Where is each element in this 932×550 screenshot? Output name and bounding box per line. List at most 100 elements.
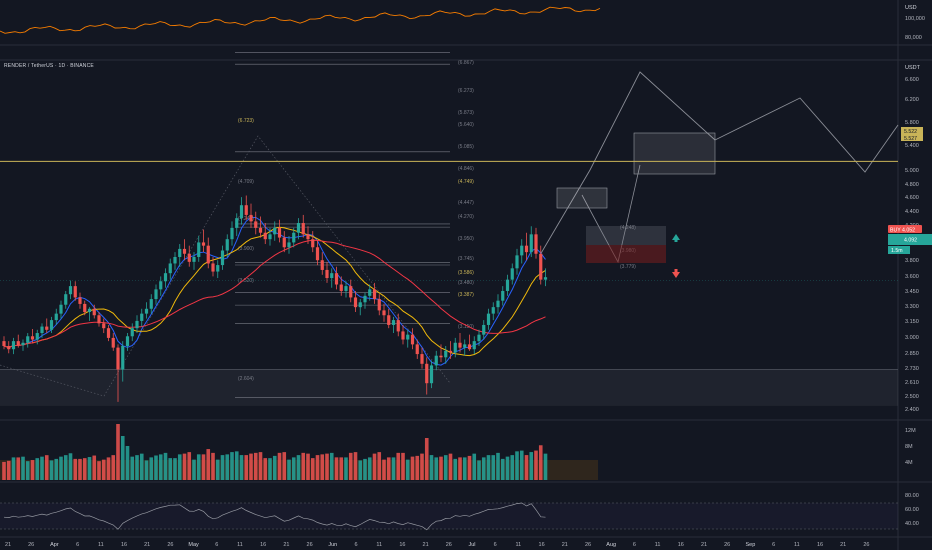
volume-bar <box>515 451 519 480</box>
candle-body <box>292 232 296 243</box>
volume-bar <box>130 456 135 480</box>
time-axis-label: 21 <box>144 542 150 548</box>
up-arrow-icon <box>674 240 678 242</box>
volume-bar <box>192 459 196 480</box>
volume-bar <box>149 457 154 480</box>
volume-bar <box>78 458 82 480</box>
moving-average-line <box>3 239 546 349</box>
time-axis-label: 21 <box>840 542 846 548</box>
volume-bar <box>6 460 11 480</box>
volume-bar <box>505 456 510 480</box>
candle-body <box>368 289 372 296</box>
candle-body <box>163 273 168 282</box>
candle-body <box>330 273 334 279</box>
candle-body <box>358 302 362 308</box>
volume-bar <box>472 453 477 480</box>
volume-bar <box>401 452 405 480</box>
volume-bar <box>429 455 434 480</box>
time-axis-label: 21 <box>701 542 707 548</box>
candle-body <box>244 205 248 215</box>
candle-body <box>491 307 495 314</box>
volume-bar <box>21 456 25 480</box>
volume-bar <box>73 458 78 480</box>
price-axis-tick: 4.400 <box>905 209 919 215</box>
volume-axis-tick: 12M <box>905 428 916 434</box>
time-axis-label: 16 <box>260 542 266 548</box>
volume-bar <box>206 449 211 480</box>
top-pane-currency: USD <box>905 5 917 11</box>
symbol-title: RENDER / TetherUS · 1D · BINANCE <box>4 63 94 69</box>
candle-body <box>102 323 106 329</box>
fib-label: (6.867) <box>458 60 474 66</box>
level-label-bg <box>901 134 923 141</box>
volume-bar <box>59 456 63 480</box>
fib-label: (3.779) <box>620 264 636 270</box>
volume-bar <box>519 450 524 480</box>
candle-body <box>97 315 101 324</box>
teal-time-badge <box>888 246 910 254</box>
price-axis-tick: 2.400 <box>905 407 919 413</box>
price-axis-tick: 3.450 <box>905 289 919 295</box>
candle-body <box>453 342 457 353</box>
candle-body <box>258 227 263 233</box>
candle-body <box>510 268 514 280</box>
time-axis-label: Jul <box>468 542 475 548</box>
volume-bar <box>163 452 168 480</box>
time-axis-label: 26 <box>307 542 313 548</box>
candle-body <box>501 290 505 301</box>
candle-body <box>35 333 39 340</box>
position-profit-zone <box>586 226 666 245</box>
volume-bar <box>263 458 268 480</box>
candle-body <box>45 326 49 330</box>
volume-bar <box>201 454 206 480</box>
candle-body <box>268 234 272 240</box>
volume-bar <box>154 455 158 480</box>
volume-bar <box>225 454 230 480</box>
volume-bar <box>339 457 344 480</box>
candle-body <box>225 239 229 251</box>
volume-bar <box>168 458 173 480</box>
volume-bar <box>543 453 548 480</box>
level-label: 5.522 <box>904 129 917 135</box>
time-axis-label: May <box>188 542 199 548</box>
candle-body <box>40 326 44 334</box>
candle-body <box>130 328 134 337</box>
volume-bar <box>415 455 420 480</box>
time-axis-label: 16 <box>399 542 405 548</box>
volume-bar <box>353 452 358 480</box>
fib-label: (5.640) <box>458 122 474 128</box>
candle-body <box>235 218 239 228</box>
volume-bar <box>477 460 481 480</box>
volume-bar <box>249 453 253 480</box>
candle-body <box>201 242 206 246</box>
volume-bar <box>310 458 315 480</box>
volume-bar <box>405 459 410 480</box>
candle-body <box>429 365 434 384</box>
time-axis-label: 16 <box>817 542 823 548</box>
candle-body <box>539 253 543 280</box>
candle-body <box>59 304 63 314</box>
time-axis-label: 11 <box>376 542 382 548</box>
time-axis-label: Apr <box>50 542 59 548</box>
candle-body <box>415 344 419 355</box>
candle-body <box>434 355 438 366</box>
candle-body <box>410 334 415 345</box>
price-axis-tick: 4.600 <box>905 195 919 201</box>
candle-body <box>315 247 320 261</box>
candle-body <box>496 300 500 308</box>
price-axis-tick: 3.800 <box>905 258 919 264</box>
time-axis-label: Jun <box>328 542 337 548</box>
candle-body <box>296 223 301 233</box>
fib-label: (4.248) <box>620 225 636 231</box>
candle-body <box>472 341 476 350</box>
candle-body <box>372 289 377 300</box>
volume-bar <box>101 459 106 480</box>
candle-body <box>116 347 120 370</box>
volume-bar <box>320 454 325 480</box>
volume-bar <box>325 453 329 480</box>
candle-body <box>135 320 139 329</box>
fib-label: (2.604) <box>238 376 254 382</box>
volume-bar <box>196 454 201 480</box>
volume-bar <box>448 453 453 480</box>
